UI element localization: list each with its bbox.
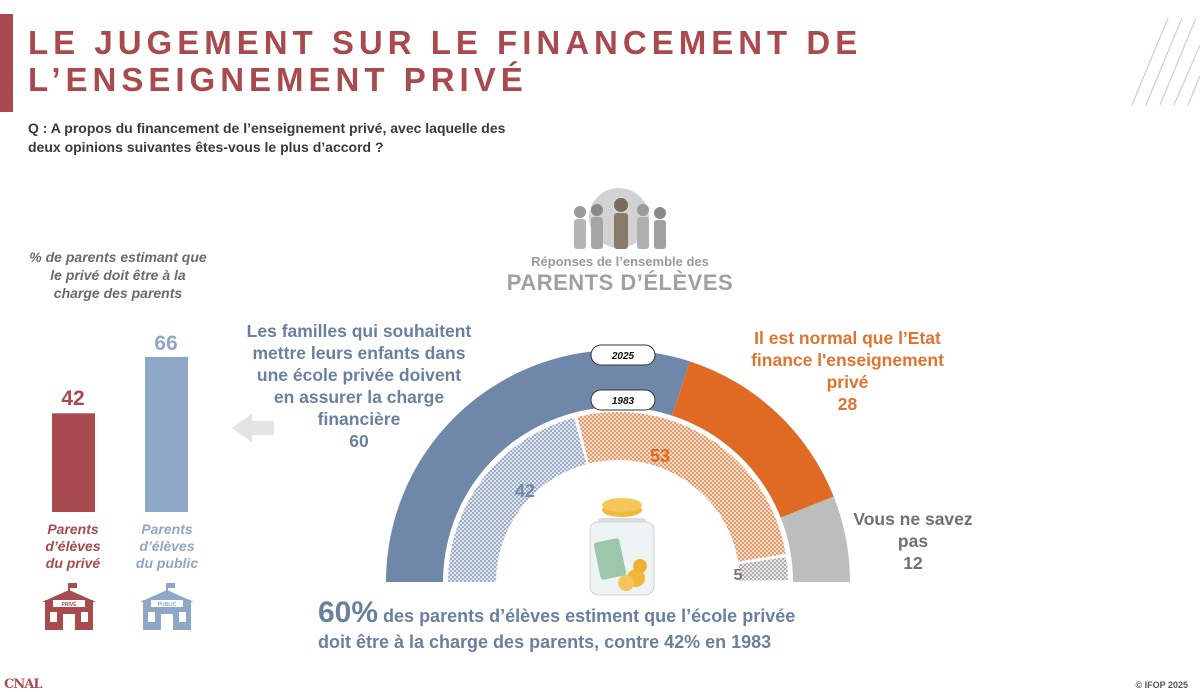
- conclusion-text-2: doit être à la charge des parents, contr…: [318, 632, 772, 652]
- conclusion-text-1: des parents d’élèves estiment que l’écol…: [378, 606, 796, 626]
- bar-value-public: 66: [154, 332, 178, 355]
- donut-segment-2025-ne-savez-pas: [780, 496, 850, 582]
- money-jar-icon: [589, 498, 655, 596]
- caption-line-2: le privé doit être à la: [50, 267, 186, 283]
- family-group-icon: [574, 188, 666, 249]
- opinion-charge-parents-value: 60: [349, 431, 369, 451]
- left-arrow-icon: [232, 414, 274, 442]
- opinion-ne-savez-pas: Vous ne savez pas 12: [853, 509, 973, 573]
- donut-segment-2025-charge-parents: [386, 349, 690, 582]
- page-title: LE JUGEMENT SUR LE FINANCEMENT DE L’ENSE…: [28, 24, 862, 98]
- svg-text:PRIVÉ: PRIVÉ: [61, 600, 77, 608]
- svg-text:PUBLIC: PUBLIC: [158, 602, 177, 608]
- donut-segment-1983-etat-finance: [577, 412, 786, 562]
- survey-question: Q : A propos du financement de l’enseign…: [28, 119, 548, 157]
- school-public-icon: PUBLIC: [140, 583, 194, 630]
- bar-public: [145, 356, 188, 512]
- year-label-1983: 1983: [612, 396, 635, 407]
- school-prive-icon: PRIVÉ: [42, 583, 96, 630]
- copyright: © IFOP 2025: [1135, 680, 1189, 690]
- donut-label-1983-charge-parents: 42: [515, 481, 535, 501]
- title-line-2: L’ENSEIGNEMENT PRIVÉ: [28, 61, 528, 98]
- side-panel-caption: % de parents estimant que le privé doit …: [18, 248, 218, 302]
- conclusion-text: 60% des parents d’élèves estiment que l’…: [318, 598, 878, 655]
- donut-label-1983-etat-finance: 53: [650, 446, 670, 466]
- parents-subtitle: Réponses de l’ensemble des: [531, 254, 709, 269]
- donut-segment-1983-ne-savez-pas: [738, 557, 788, 581]
- opinion-etat-finance-value: 28: [837, 394, 858, 414]
- bar-label-prive: Parents d’élèves du privé: [45, 521, 101, 571]
- year-badge-2025: 2025: [590, 344, 656, 366]
- bar-prive: [52, 413, 95, 512]
- question-line-2: deux opinions suivantes êtes-vous le plu…: [28, 139, 384, 155]
- bar-label-public: Parents d’élèves du public: [135, 521, 199, 571]
- question-line-1: Q : A propos du financement de l’enseign…: [28, 120, 506, 136]
- bar-value-prive: 42: [61, 387, 85, 410]
- cnal-logo: CNAL: [4, 677, 42, 692]
- caption-line-3: charge des parents: [53, 285, 183, 301]
- title-line-1: LE JUGEMENT SUR LE FINANCEMENT DE: [28, 24, 863, 61]
- opinion-nsp-value: 12: [903, 553, 923, 573]
- donut-label-1983-ne-savez-pas: 5: [734, 567, 743, 584]
- parents-title: PARENTS D’ÉLÈVES: [506, 270, 734, 295]
- donut-segment-1983-charge-parents: [448, 417, 587, 582]
- year-badge-1983: 1983: [590, 389, 656, 411]
- donut-segment-2025-etat-finance: [672, 361, 834, 518]
- caption-line-1: % de parents estimant que: [29, 249, 207, 265]
- year-label-2025: 2025: [611, 351, 635, 362]
- title-accent-bar: [0, 14, 13, 112]
- conclusion-highlight: 60%: [318, 596, 379, 629]
- decorative-lines-icon: [1131, 17, 1200, 106]
- opinion-charge-parents: Les familles qui souhaitent mettre leurs…: [246, 321, 472, 451]
- opinion-etat-finance: Il est normal que l’Etat finance l'ensei…: [751, 328, 944, 414]
